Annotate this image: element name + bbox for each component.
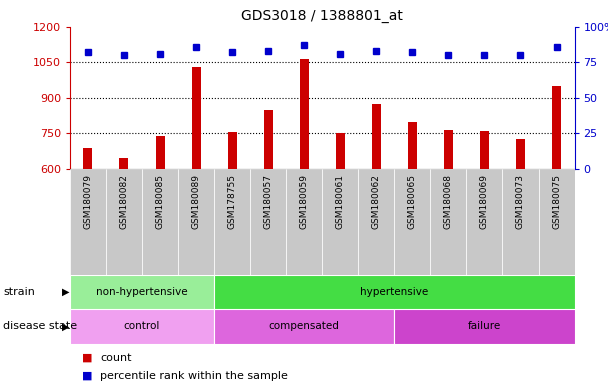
Bar bbox=[480, 131, 489, 169]
Bar bbox=[83, 147, 92, 169]
Bar bbox=[178, 169, 214, 275]
Text: GSM180075: GSM180075 bbox=[552, 174, 561, 229]
Bar bbox=[444, 130, 453, 169]
Text: GSM180069: GSM180069 bbox=[480, 174, 489, 229]
Bar bbox=[336, 134, 345, 169]
Text: ▶: ▶ bbox=[62, 321, 69, 331]
Bar bbox=[214, 169, 250, 275]
Bar bbox=[214, 309, 395, 344]
Text: disease state: disease state bbox=[3, 321, 77, 331]
Bar bbox=[395, 169, 430, 275]
Text: GSM180073: GSM180073 bbox=[516, 174, 525, 229]
Bar bbox=[358, 169, 395, 275]
Bar bbox=[142, 169, 178, 275]
Text: GSM180061: GSM180061 bbox=[336, 174, 345, 229]
Text: percentile rank within the sample: percentile rank within the sample bbox=[100, 371, 288, 381]
Bar bbox=[286, 169, 322, 275]
Bar bbox=[430, 169, 466, 275]
Text: ■: ■ bbox=[82, 371, 92, 381]
Text: GSM180059: GSM180059 bbox=[300, 174, 309, 229]
Bar bbox=[300, 59, 309, 169]
Text: GSM178755: GSM178755 bbox=[227, 174, 237, 229]
Bar bbox=[120, 158, 128, 169]
Text: GSM180085: GSM180085 bbox=[156, 174, 165, 229]
Bar bbox=[250, 169, 286, 275]
Bar bbox=[395, 309, 575, 344]
Bar bbox=[227, 132, 237, 169]
Text: GSM180089: GSM180089 bbox=[192, 174, 201, 229]
Bar bbox=[156, 136, 165, 169]
Bar bbox=[552, 86, 561, 169]
Bar bbox=[264, 110, 272, 169]
Bar bbox=[214, 275, 575, 309]
Bar bbox=[70, 169, 106, 275]
Bar bbox=[70, 275, 214, 309]
Title: GDS3018 / 1388801_at: GDS3018 / 1388801_at bbox=[241, 9, 403, 23]
Bar bbox=[372, 104, 381, 169]
Bar bbox=[466, 169, 502, 275]
Text: ▶: ▶ bbox=[62, 287, 69, 297]
Text: GSM180082: GSM180082 bbox=[120, 174, 128, 229]
Bar bbox=[502, 169, 539, 275]
Text: GSM180068: GSM180068 bbox=[444, 174, 453, 229]
Bar bbox=[322, 169, 358, 275]
Bar bbox=[539, 169, 575, 275]
Text: control: control bbox=[124, 321, 160, 331]
Text: non-hypertensive: non-hypertensive bbox=[96, 287, 188, 297]
Text: count: count bbox=[100, 353, 132, 363]
Text: GSM180079: GSM180079 bbox=[83, 174, 92, 229]
Text: GSM180062: GSM180062 bbox=[372, 174, 381, 229]
Text: compensated: compensated bbox=[269, 321, 340, 331]
Bar bbox=[408, 122, 417, 169]
Text: GSM180057: GSM180057 bbox=[264, 174, 272, 229]
Bar bbox=[106, 169, 142, 275]
Bar bbox=[192, 67, 201, 169]
Text: GSM180065: GSM180065 bbox=[408, 174, 417, 229]
Text: failure: failure bbox=[468, 321, 501, 331]
Bar bbox=[516, 139, 525, 169]
Bar bbox=[70, 309, 214, 344]
Text: strain: strain bbox=[3, 287, 35, 297]
Text: ■: ■ bbox=[82, 353, 92, 363]
Text: hypertensive: hypertensive bbox=[360, 287, 429, 297]
